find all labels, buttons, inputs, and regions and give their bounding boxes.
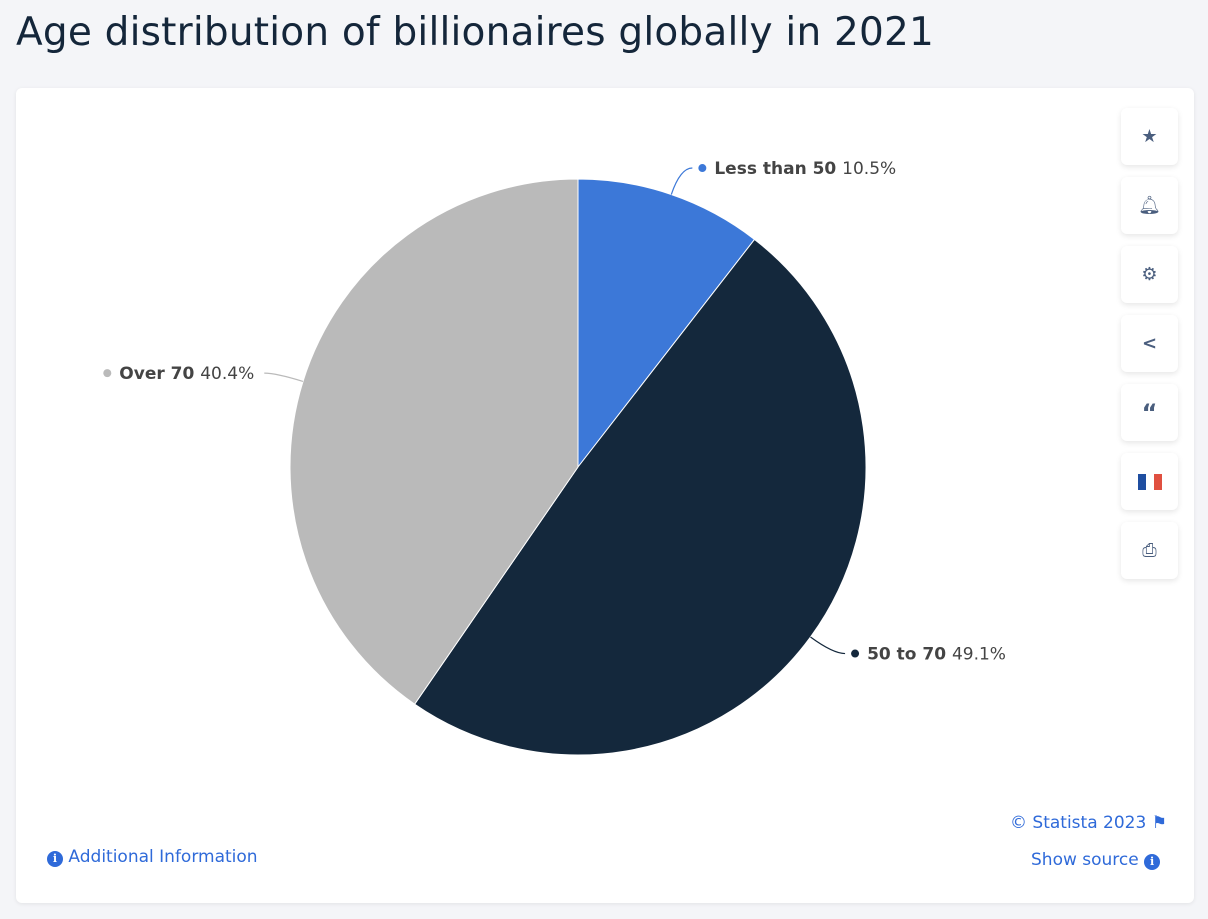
quote-icon: “: [1141, 398, 1158, 427]
legend-dot: [851, 649, 860, 658]
additional-info-text: Additional Information: [68, 847, 258, 867]
show-source-text: Show source: [1031, 850, 1139, 870]
bell-icon: 🔔︎: [1138, 195, 1161, 216]
info-icon: i: [47, 851, 63, 867]
copyright-text: © Statista 2023: [1010, 813, 1147, 833]
cite-button[interactable]: “: [1121, 384, 1178, 441]
star-icon: ★: [1141, 126, 1158, 147]
flag-icon: ⚑: [1151, 813, 1167, 833]
show-source-link[interactable]: Show source i: [1031, 850, 1161, 870]
settings-button[interactable]: ⚙: [1121, 246, 1178, 303]
pie-slice[interactable]: [289, 178, 579, 705]
gear-icon: ⚙: [1141, 264, 1158, 285]
data-label: Over 70 40.4%: [119, 364, 254, 384]
print-icon: ⎙: [1142, 540, 1157, 561]
favorite-button[interactable]: ★: [1121, 108, 1178, 165]
additional-information-link[interactable]: i Additional Information: [47, 847, 258, 867]
legend-dot: [698, 164, 707, 173]
share-icon: <: [1141, 333, 1158, 354]
pie-slice[interactable]: [413, 238, 867, 756]
legend-dot: [103, 369, 112, 378]
french-flag-icon: [1137, 473, 1162, 490]
data-label: 50 to 70 49.1%: [867, 645, 1006, 665]
notification-button[interactable]: 🔔︎: [1121, 177, 1178, 234]
info-icon: i: [1144, 854, 1161, 870]
page-title: Age distribution of billionaires globall…: [16, 10, 935, 55]
data-label: Less than 50 10.5%: [714, 159, 896, 179]
copyright-link[interactable]: © Statista 2023 ⚑: [1010, 813, 1167, 833]
connector-line: [670, 167, 693, 195]
connector-line: [264, 372, 304, 383]
share-button[interactable]: <: [1121, 315, 1178, 372]
language-button[interactable]: [1121, 453, 1178, 510]
connector-line: [810, 636, 846, 655]
print-button[interactable]: ⎙: [1121, 522, 1178, 579]
